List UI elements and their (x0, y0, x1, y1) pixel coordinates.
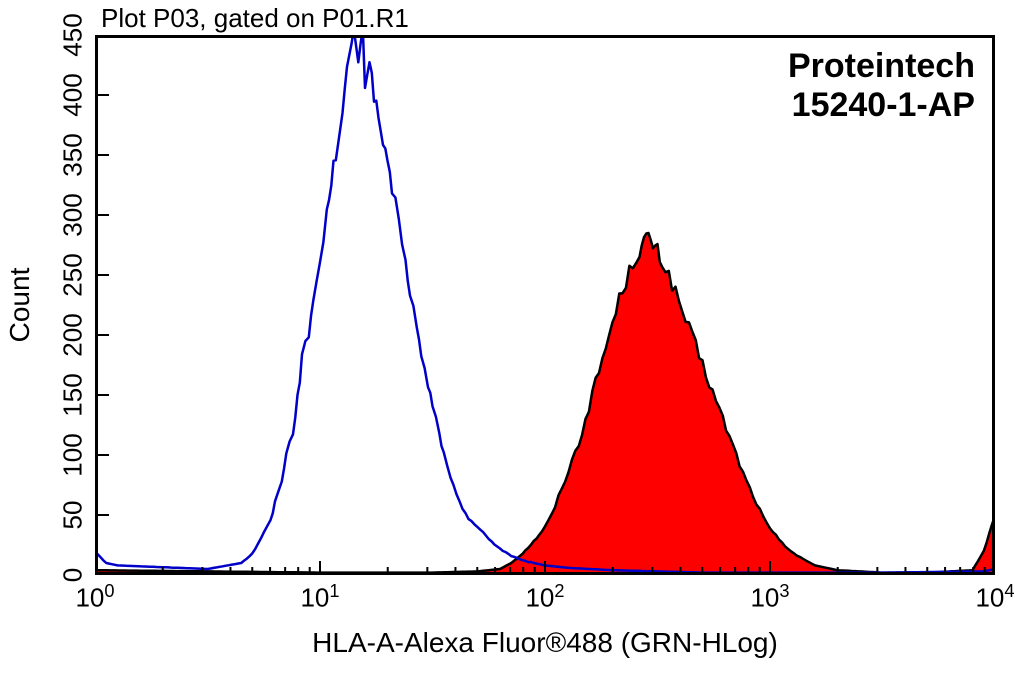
y-tick-label: 100 (58, 433, 89, 476)
x-tick-label: 102 (525, 581, 564, 614)
brand-name: Proteintech (788, 47, 975, 86)
y-tick-label: 350 (58, 133, 89, 176)
brand-annotation: Proteintech 15240-1-AP (788, 47, 975, 125)
y-tick-label: 450 (58, 13, 89, 56)
y-tick-label: 400 (58, 73, 89, 116)
y-tick-label: 50 (58, 501, 89, 530)
plot-area: Proteintech 15240-1-AP (95, 35, 995, 575)
y-axis-label: Count (4, 268, 36, 343)
x-tick-label: 101 (300, 581, 339, 614)
x-tick-label: 103 (750, 581, 789, 614)
y-tick-label: 200 (58, 313, 89, 356)
y-tick-label: 250 (58, 253, 89, 296)
flow-cytometry-histogram: Count Plot P03, gated on P01.R1 Proteint… (0, 0, 1015, 685)
y-tick-label: 300 (58, 193, 89, 236)
x-tick-label: 100 (75, 581, 114, 614)
y-tick-label: 150 (58, 373, 89, 416)
x-tick-label: 104 (975, 581, 1014, 614)
plot-title: Plot P03, gated on P01.R1 (101, 3, 409, 34)
x-axis-label: HLA-A-Alexa Fluor®488 (GRN-HLog) (312, 627, 778, 659)
catalog-number: 15240-1-AP (788, 86, 975, 125)
